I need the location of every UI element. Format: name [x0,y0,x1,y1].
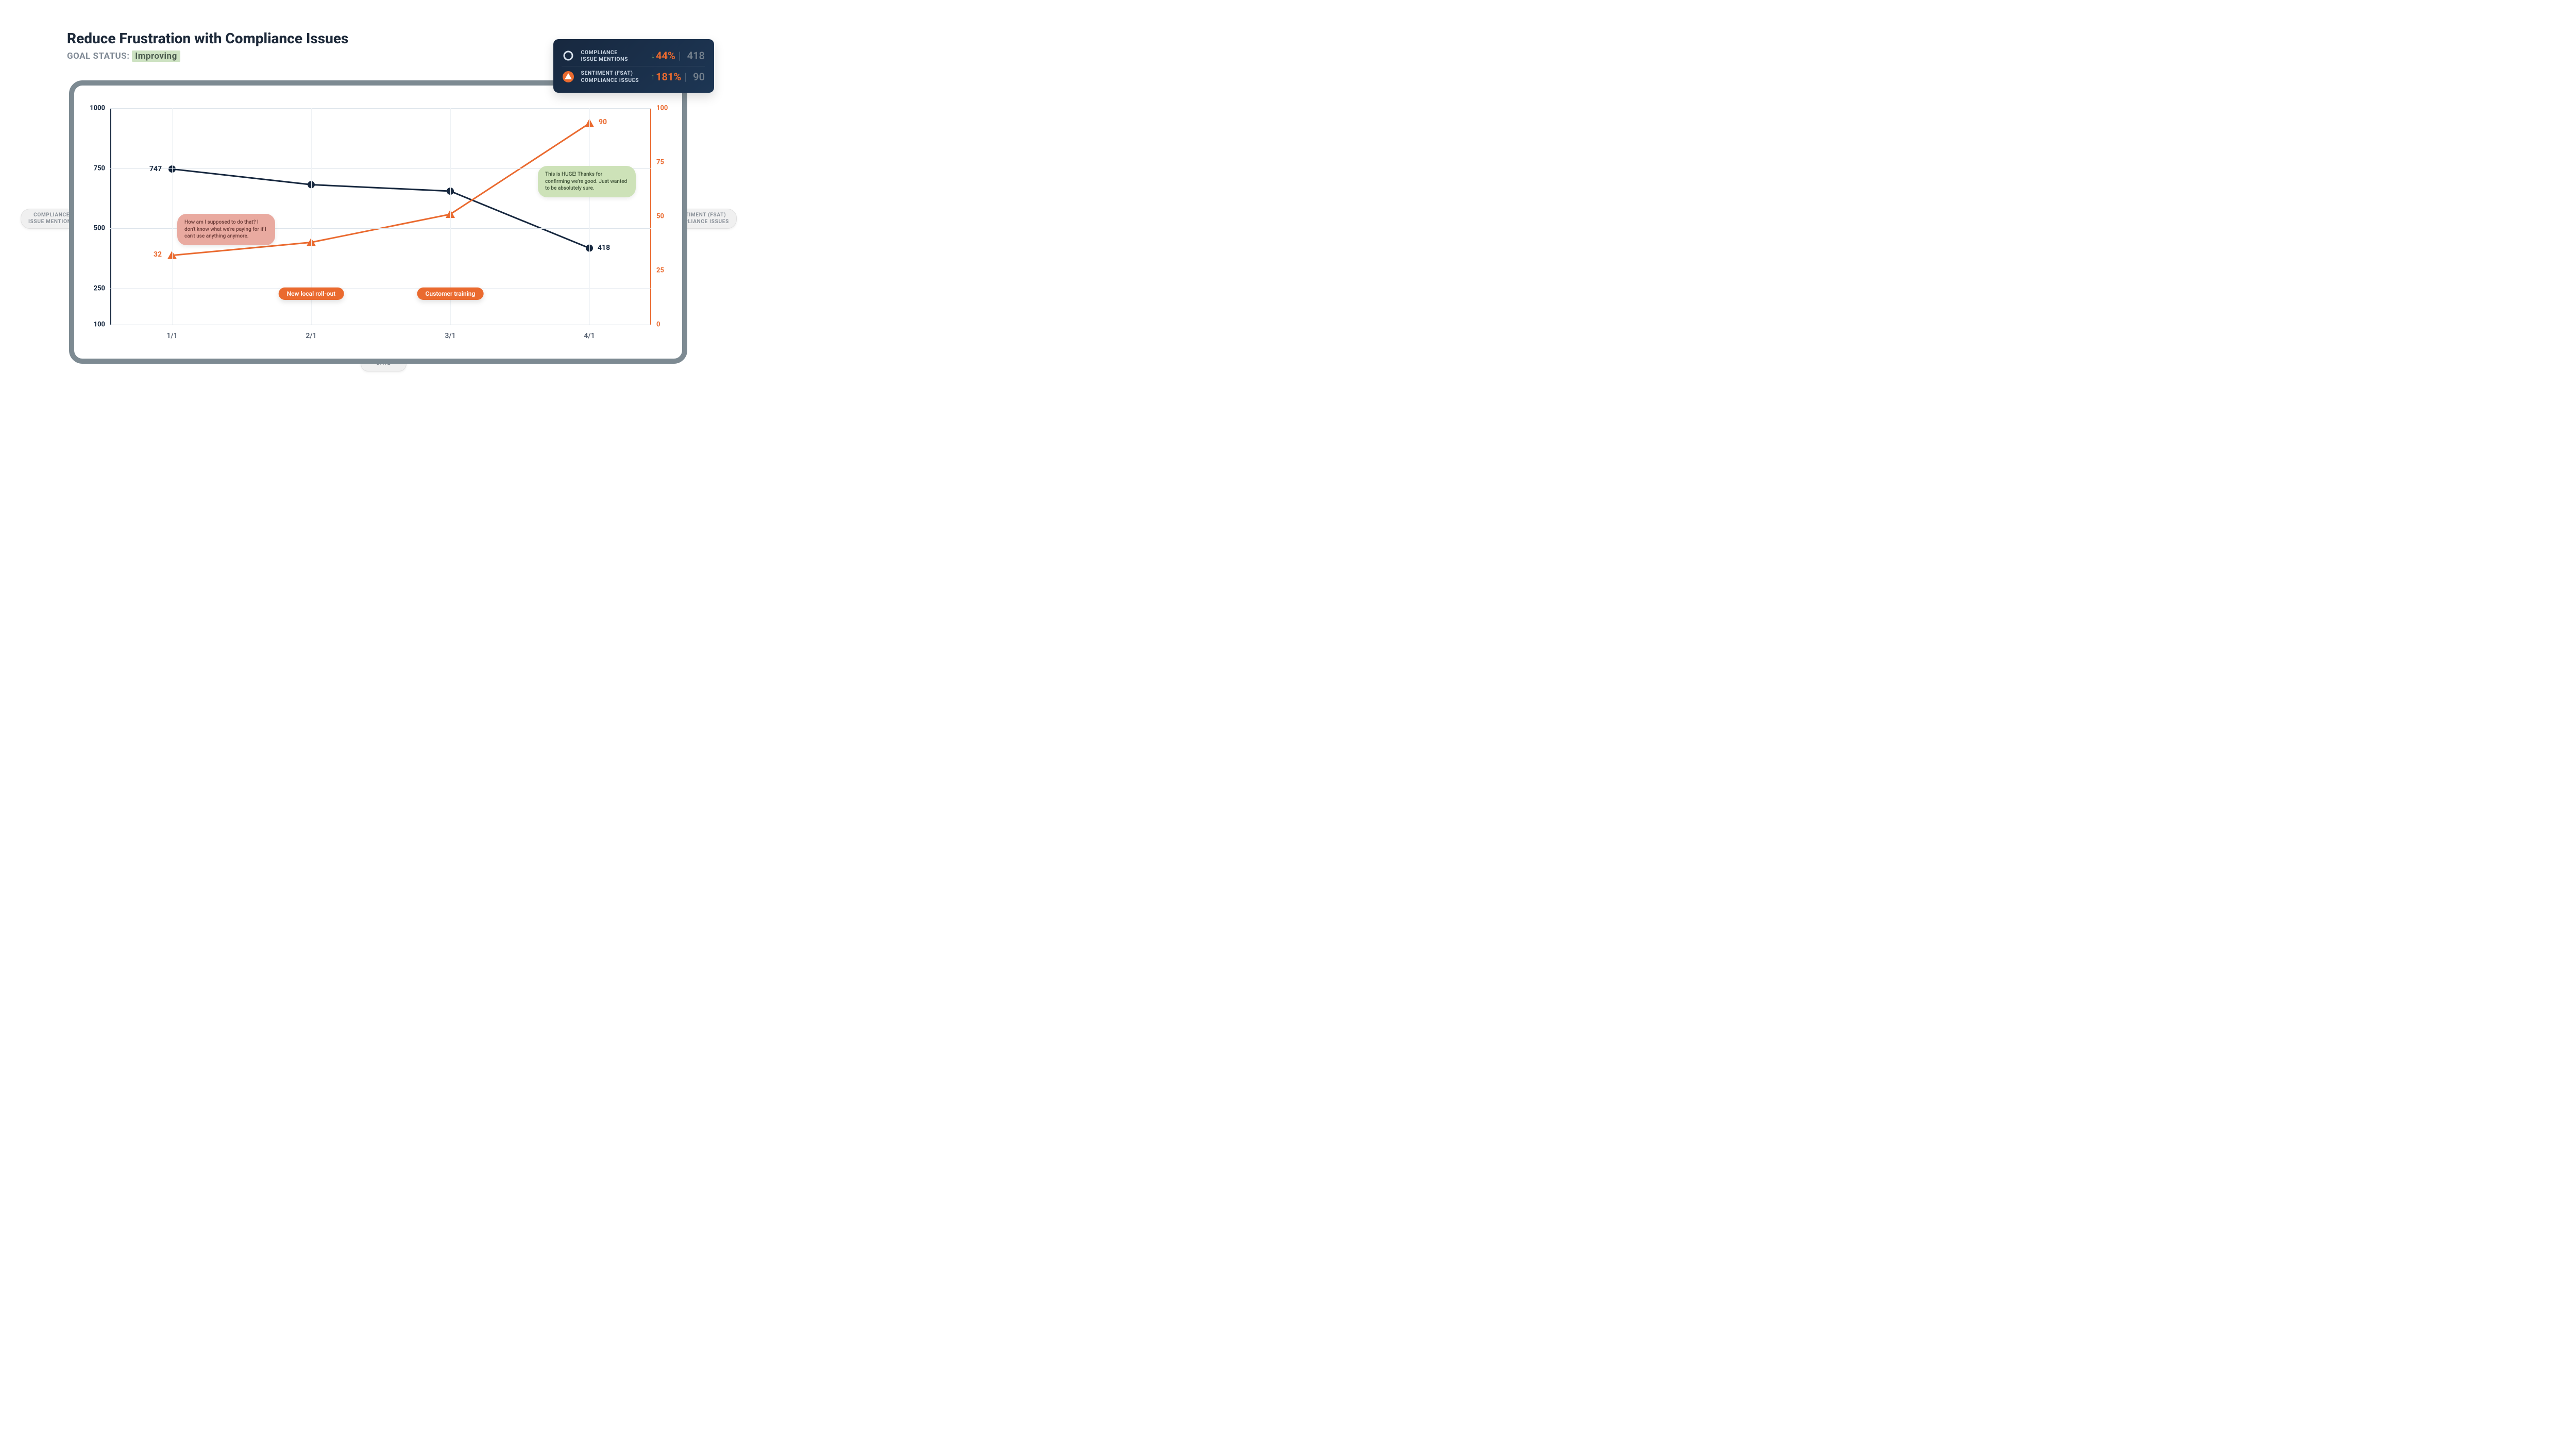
ytick-left: 500 [94,225,105,232]
legend-delta-sentiment: ↑ 181% [651,71,682,83]
xtick: 3/1 [445,332,455,340]
quote-negative: How am I supposed to do that? I don't kn… [177,214,275,245]
ytick-left: 250 [94,285,105,293]
event-pill: New local roll-out [279,287,344,300]
ytick-right: 25 [656,267,664,275]
quote-positive: This is HUGE! Thanks for confirming we'r… [538,166,636,197]
goal-status-label: GOAL STATUS: [67,51,130,61]
ytick-left: 100 [94,321,105,329]
chart-frame: 100 250 500 750 1000 0 25 50 75 100 1/1 2/1 3/1 4/1 74… [69,80,687,364]
triangle-icon [562,70,575,83]
goal-status-value: Improving [132,50,180,62]
goal-status: GOAL STATUS: Improving [67,51,348,61]
legend-label-sentiment: SENTIMENT (FSAT)COMPLIANCE ISSUES [581,70,648,83]
page-title: Reduce Frustration with Compliance Issue… [67,30,348,47]
xtick: 1/1 [166,332,177,340]
legend-label-compliance: COMPLIANCEISSUE MENTIONS [581,49,648,62]
legend-row-compliance: COMPLIANCEISSUE MENTIONS ↓ 44% | 418 [562,45,705,66]
ytick-right: 100 [656,105,668,112]
legend-delta-compliance: ↓ 44% [651,49,675,62]
data-label-sentiment: 32 [154,250,162,259]
data-label-compliance: 418 [598,244,610,252]
legend-panel: COMPLIANCEISSUE MENTIONS ↓ 44% | 418 SEN… [553,39,714,93]
event-pill: Customer training [417,287,484,300]
data-label-sentiment: 90 [599,118,607,126]
gridline-v [589,108,590,325]
circle-icon [562,49,575,62]
ytick-left: 750 [94,164,105,172]
xtick: 2/1 [306,332,316,340]
xtick: 4/1 [584,332,595,340]
gridline-v [172,108,173,325]
arrow-up-icon: ↑ [651,72,655,81]
legend-row-sentiment: SENTIMENT (FSAT)COMPLIANCE ISSUES ↑ 181%… [562,66,705,87]
ytick-right: 0 [656,321,660,329]
ytick-right: 50 [656,213,664,221]
arrow-down-icon: ↓ [651,51,655,60]
ytick-right: 75 [656,159,664,166]
ytick-left: 1000 [90,105,105,112]
gridline-h [110,108,651,109]
chart-plot-area: 100250500750100002550751001/12/13/14/174… [110,108,651,325]
data-label-compliance: 747 [149,165,162,173]
legend-value-sentiment: 90 [693,71,705,83]
legend-value-compliance: 418 [687,49,705,62]
